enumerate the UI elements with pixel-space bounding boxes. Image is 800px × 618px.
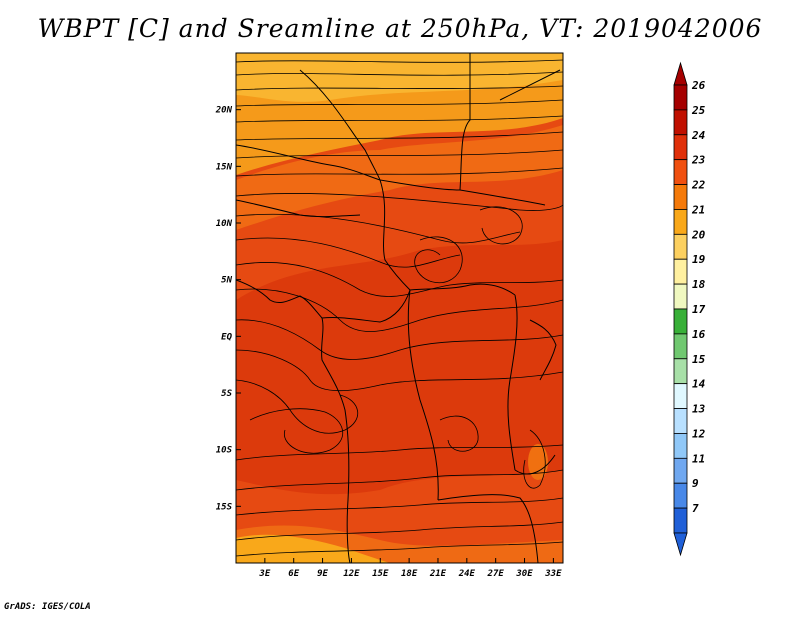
colorbar-label: 18: [692, 278, 706, 291]
colorbar-label: 14: [692, 378, 706, 391]
lat-tick-label: 5N: [221, 276, 232, 286]
wbpt-fill-band-22: [236, 125, 563, 230]
lon-tick-label: 3E: [258, 569, 270, 579]
colorbar-swatch: [673, 209, 688, 235]
colorbar-swatch: [673, 233, 688, 260]
lon-tick-label: 30E: [515, 569, 533, 579]
colorbar-swatch: [673, 358, 688, 385]
colorbar-label: 16: [692, 328, 706, 341]
colorbar-swatch: [673, 134, 688, 161]
colorbar-bottom-arrow: [673, 532, 688, 557]
wbpt-fill-warm-spot: [528, 444, 548, 480]
lon-tick-label: 9E: [317, 569, 328, 579]
colorbar-label: 7: [692, 502, 699, 515]
lon-tick-label: 15E: [372, 569, 389, 579]
wbpt-fill-north-top: [236, 53, 563, 102]
colorbar-label: 9: [692, 477, 699, 490]
lat-tick-label: 20N: [215, 106, 233, 116]
lat-tick-label: 15N: [216, 162, 233, 172]
lat-tick-label: 10S: [216, 446, 233, 456]
colorbar-swatch: [673, 408, 688, 434]
colorbar: 26 25 24 23 22 21 20 19 18 17 16 15 14 13 12 11 9 7: [673, 61, 706, 557]
colorbar-label: 23: [691, 154, 706, 167]
colorbar-label: 26: [691, 79, 706, 92]
colorbar-swatch: [673, 308, 688, 335]
colorbar-label: 17: [692, 303, 706, 316]
colorbar-swatch: [673, 283, 688, 310]
streamlines: [236, 59, 563, 557]
colorbar-swatch: [673, 109, 688, 136]
wbpt-fill-core: [236, 240, 563, 495]
colorbar-swatch: [673, 333, 688, 360]
colorbar-swatch: [673, 507, 688, 534]
colorbar-swatch: [673, 159, 688, 185]
colorbar-label: 20: [691, 228, 706, 241]
lat-tick-label: 10N: [216, 219, 233, 229]
lat-tick-label: 15S: [216, 502, 233, 512]
lon-tick-label: 12E: [343, 569, 360, 579]
grads-credit: GrADS: IGES/COLA: [4, 602, 91, 612]
lon-tick-label: 6E: [288, 569, 299, 579]
wbpt-fill-south-corner: [236, 534, 390, 563]
colorbar-label: 22: [691, 179, 706, 192]
country-boundaries: [236, 53, 561, 563]
colorbar-swatch: [673, 457, 688, 484]
colorbar-swatch: [673, 482, 688, 509]
lon-tick-label: 24E: [458, 569, 476, 579]
colorbar-swatch: [673, 84, 688, 111]
colorbar-swatch: [673, 258, 688, 285]
colorbar-swatch: [673, 433, 688, 459]
longitude-axis: 3E 6E 9E 12E 15E 18E 21E 24E 27E 30E 33E: [258, 558, 562, 579]
lon-tick-label: 18E: [401, 569, 418, 579]
colorbar-label: 24: [691, 129, 706, 142]
map-frame: [235, 52, 564, 564]
colorbar-swatch: [673, 383, 688, 409]
colorbar-label: 12: [692, 427, 706, 440]
colorbar-label: 21: [691, 203, 705, 216]
colorbar-swatch: [673, 184, 688, 210]
lat-tick-label: 5S: [221, 389, 232, 399]
colorbar-label: 11: [692, 452, 705, 465]
colorbar-label: 15: [692, 353, 706, 366]
colorbar-label: 13: [692, 403, 706, 416]
chart-title: WBPT [C] and Sreamline at 250hPa, VT: 20…: [37, 14, 763, 43]
colorbar-label: 25: [691, 104, 706, 117]
lon-tick-label: 33E: [544, 569, 562, 579]
map-panel: [236, 53, 563, 563]
lat-tick-label: EQ: [221, 332, 232, 342]
colorbar-top-arrow: [673, 61, 688, 86]
colorbar-label: 19: [692, 253, 706, 266]
lon-tick-label: 21E: [429, 569, 447, 579]
latitude-axis: 20N 15N 10N 5N EQ 5S 10S 15S: [215, 106, 241, 512]
lon-tick-label: 27E: [487, 569, 505, 579]
